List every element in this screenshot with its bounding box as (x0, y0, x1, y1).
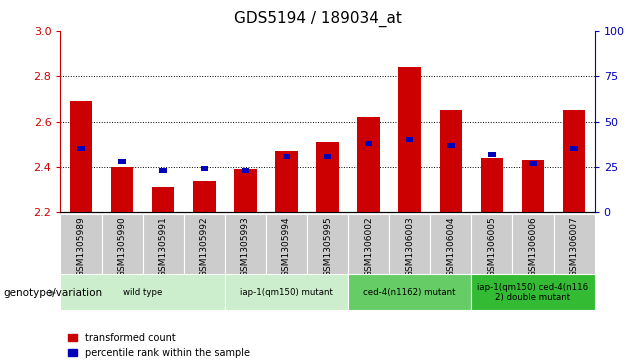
Text: iap-1(qm150) mutant: iap-1(qm150) mutant (240, 288, 333, 297)
Bar (348, 214, 389, 274)
Bar (563, 110, 585, 212)
Bar (553, 214, 595, 274)
Bar (389, 214, 431, 274)
Bar (406, 137, 413, 142)
Bar (242, 168, 249, 173)
Bar (471, 214, 513, 274)
Bar (160, 168, 167, 173)
Bar (102, 214, 142, 274)
Text: GDS5194 / 189034_at: GDS5194 / 189034_at (234, 11, 402, 27)
Text: ced-4(n1162) mutant: ced-4(n1162) mutant (364, 288, 456, 297)
Text: GSM1306006: GSM1306006 (529, 216, 537, 277)
Bar (283, 154, 290, 159)
Bar (316, 142, 339, 212)
Bar (184, 214, 225, 274)
Bar (275, 151, 298, 212)
Bar (111, 167, 134, 212)
Text: GSM1306003: GSM1306003 (405, 216, 414, 277)
Bar (60, 214, 102, 274)
Bar (365, 141, 372, 146)
Legend: transformed count, percentile rank within the sample: transformed count, percentile rank withi… (69, 333, 250, 358)
Bar (488, 152, 495, 157)
Text: GSM1306005: GSM1306005 (487, 216, 497, 277)
Text: GSM1305992: GSM1305992 (200, 216, 209, 277)
Text: GSM1305993: GSM1305993 (241, 216, 250, 277)
Bar (522, 160, 544, 212)
Text: iap-1(qm150) ced-4(n116
2) double mutant: iap-1(qm150) ced-4(n116 2) double mutant (478, 282, 588, 302)
Bar (307, 214, 348, 274)
Text: wild type: wild type (123, 288, 162, 297)
Bar (77, 146, 85, 151)
Text: genotype/variation: genotype/variation (3, 288, 102, 298)
Text: GSM1306004: GSM1306004 (446, 216, 455, 277)
Bar (324, 154, 331, 159)
Text: GSM1306002: GSM1306002 (364, 216, 373, 277)
Bar (447, 143, 455, 148)
Bar (234, 169, 257, 212)
Bar (357, 117, 380, 212)
Bar (60, 274, 225, 310)
Bar (529, 161, 537, 166)
Bar (348, 274, 471, 310)
Bar (70, 101, 92, 212)
Text: GSM1305994: GSM1305994 (282, 216, 291, 277)
Bar (431, 214, 471, 274)
Bar (152, 187, 174, 212)
Bar (513, 214, 553, 274)
Bar (266, 214, 307, 274)
Text: GSM1306007: GSM1306007 (570, 216, 579, 277)
Bar (439, 110, 462, 212)
Text: GSM1305995: GSM1305995 (323, 216, 332, 277)
Bar (200, 166, 208, 171)
Text: GSM1305990: GSM1305990 (118, 216, 127, 277)
Bar (193, 181, 216, 212)
Bar (481, 158, 503, 212)
Bar (225, 274, 348, 310)
Bar (142, 214, 184, 274)
Bar (118, 159, 126, 164)
Bar (570, 146, 578, 151)
Bar (225, 214, 266, 274)
Text: GSM1305991: GSM1305991 (158, 216, 168, 277)
Bar (398, 67, 421, 212)
Text: GSM1305989: GSM1305989 (76, 216, 85, 277)
Bar (471, 274, 595, 310)
